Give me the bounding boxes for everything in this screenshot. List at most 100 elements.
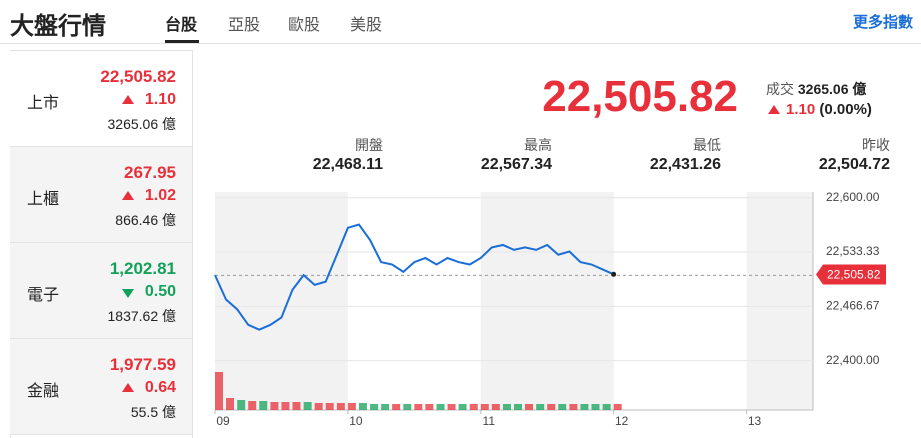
volume-bar: [525, 404, 534, 410]
x-tick-label: 10: [349, 414, 363, 428]
stat-label: 昨收: [862, 137, 890, 153]
index-change: 1.02: [144, 187, 176, 204]
volume-bar: [226, 398, 235, 410]
session-band: [215, 192, 348, 410]
arrow-up: [122, 191, 134, 200]
volume-bar: [381, 404, 390, 410]
current-label-box: [816, 264, 886, 285]
volume-value: 3265.06 億: [797, 81, 867, 97]
index-item[interactable]: 上市 22,505.82 1.10 3265.06 億: [10, 51, 192, 147]
volume-bar: [259, 401, 268, 410]
tab[interactable]: 美股: [350, 17, 383, 34]
arrow-up: [122, 95, 134, 104]
volume-bar: [347, 403, 356, 410]
index-name: 上市: [27, 95, 60, 112]
y-tick-label: 22,466.67: [826, 299, 880, 313]
volume-bar: [370, 404, 379, 410]
index-item[interactable]: 金融 1,977.59 0.64 55.5 億: [10, 339, 192, 435]
x-tick-label: 09: [216, 414, 230, 428]
volume-bar: [325, 403, 334, 410]
quote-price: 22,505.82: [542, 72, 738, 121]
y-tick-label: 22,600.00: [826, 190, 880, 204]
volume-bar: [591, 404, 600, 410]
volume-bar: [536, 404, 545, 410]
volume-bar: [414, 404, 423, 410]
volume-bar: [270, 402, 279, 410]
volume-bar: [514, 404, 522, 410]
volume-bar: [580, 404, 589, 410]
volume-bar: [281, 402, 290, 410]
index-volume: 1837.62 億: [107, 308, 177, 324]
volume-bar: [292, 402, 301, 410]
volume-bar: [392, 404, 401, 410]
volume-bar: [303, 402, 312, 410]
panel-border: [10, 50, 192, 51]
volume-bar: [558, 404, 567, 410]
index-price: 1,202.81: [109, 259, 176, 278]
page-title: 大盤行情: [10, 13, 106, 40]
index-name: 電子: [27, 287, 60, 304]
index-change: 0.50: [144, 283, 176, 300]
quote-change: 1.10 (0.00%): [786, 101, 872, 118]
arrow-up: [122, 383, 134, 392]
volume-bar: [425, 404, 434, 410]
volume-bar: [358, 403, 367, 410]
volume-bar: [547, 404, 556, 410]
panel-border: [192, 50, 193, 438]
volume-bar: [480, 404, 489, 410]
more-link[interactable]: 更多指數: [852, 14, 913, 31]
stat-label: 最低: [693, 137, 721, 153]
x-tick-label: 13: [748, 414, 762, 428]
stat-value: 22,431.26: [649, 156, 721, 173]
index-change: 1.10: [144, 91, 176, 108]
volume-bar: [502, 404, 511, 410]
index-volume: 866.46 億: [115, 212, 176, 228]
volume-bar: [447, 404, 456, 410]
volume-label: 成交 3265.06 億: [766, 79, 866, 99]
index-price: 22,505.82: [100, 67, 176, 86]
index-volume: 3265.06 億: [107, 116, 177, 132]
volume-bar: [248, 401, 257, 410]
volume-bar: [602, 404, 611, 410]
tab[interactable]: 歐股: [288, 17, 321, 34]
stat-label: 開盤: [355, 137, 383, 153]
last-point: [611, 271, 617, 277]
index-item[interactable]: 上櫃 267.95 1.02 866.46 億: [10, 147, 192, 243]
arrow-up: [768, 105, 780, 114]
index-price: 1,977.59: [109, 355, 176, 374]
volume-bar: [458, 404, 467, 410]
index-item[interactable]: 電子 1,202.81 0.50 1837.62 億: [10, 243, 192, 339]
price-line: [214, 223, 615, 331]
change-percent: (0.00%): [819, 101, 872, 118]
tab-underline: [165, 40, 199, 43]
volume-bar: [237, 400, 246, 410]
stat-value: 22,504.72: [818, 156, 890, 173]
stat-value: 22,468.11: [312, 156, 383, 173]
session-band: [480, 192, 614, 410]
index-price: 267.95: [124, 163, 176, 182]
volume-bar: [569, 404, 578, 410]
stat-label: 最高: [524, 137, 552, 153]
tab[interactable]: 亞股: [228, 17, 261, 34]
index-volume: 55.5 億: [130, 404, 176, 420]
change-value: 1.10: [786, 101, 816, 118]
volume-bar: [469, 404, 478, 410]
y-tick-label: 22,533.33: [826, 244, 880, 258]
current-label: 22,505.82: [827, 268, 881, 282]
volume-bar: [336, 403, 345, 410]
y-tick-label: 22,400.00: [826, 353, 880, 367]
index-change: 0.64: [144, 379, 176, 396]
tab[interactable]: 台股: [165, 17, 198, 34]
volume-bar: [613, 404, 622, 410]
stat-value: 22,567.34: [480, 156, 552, 173]
volume-bar: [314, 403, 323, 410]
arrow-down: [122, 289, 134, 298]
volume-bar: [436, 404, 445, 410]
volume-bar: [215, 372, 223, 410]
volume-label-text: 成交: [766, 81, 794, 97]
index-name: 金融: [27, 383, 60, 400]
index-name: 上櫃: [27, 191, 60, 208]
divider: [0, 43, 921, 44]
